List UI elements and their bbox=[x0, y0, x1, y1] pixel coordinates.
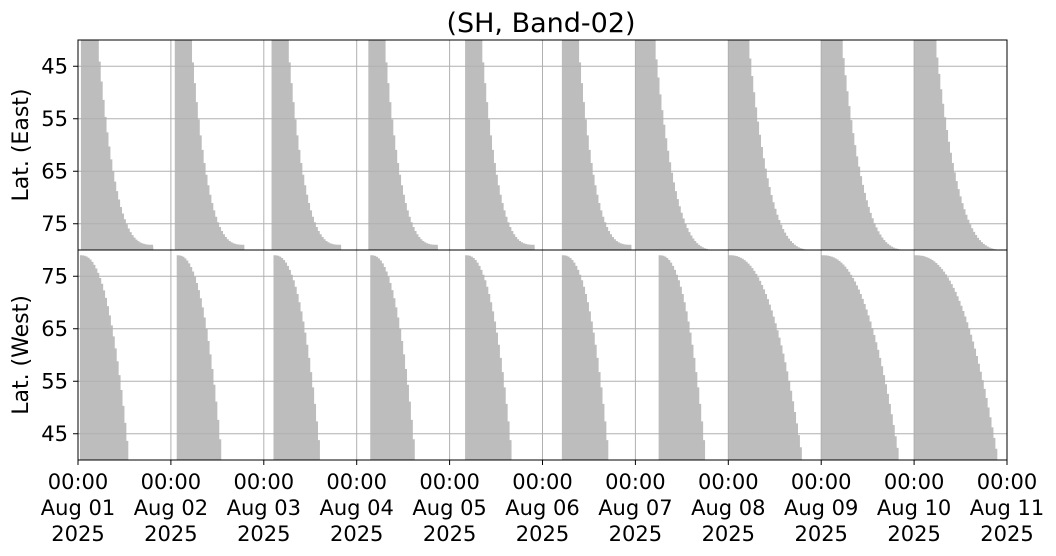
x-tick-label: 00:00 Aug 11 2025 bbox=[970, 470, 1044, 546]
x-tick-label-line: 2025 bbox=[237, 522, 290, 546]
x-tick-label: 00:00 Aug 01 2025 bbox=[41, 470, 115, 546]
x-tick-label-line: 00:00 bbox=[326, 470, 387, 494]
x-tick-label-line: 00:00 bbox=[884, 470, 945, 494]
x-tick-label-line: 2025 bbox=[144, 522, 197, 546]
east-fill-day-5 bbox=[465, 40, 535, 250]
x-tick-label: 00:00 Aug 10 2025 bbox=[877, 470, 951, 546]
x-tick-label: 00:00 Aug 03 2025 bbox=[227, 470, 301, 546]
x-tick-label-line: 00:00 bbox=[605, 470, 666, 494]
x-tick-label-line: Aug 02 bbox=[134, 496, 208, 520]
y-tick-label-east: 55 bbox=[41, 107, 68, 131]
east-fill-day-8 bbox=[728, 40, 816, 250]
x-tick-label-line: Aug 09 bbox=[784, 496, 858, 520]
x-tick-label-line: 2025 bbox=[609, 522, 662, 546]
west-fill-day-3 bbox=[273, 255, 371, 460]
east-fill-day-9 bbox=[821, 40, 911, 250]
y-tick-label-west: 45 bbox=[41, 422, 68, 446]
east-fill-day-7 bbox=[635, 40, 719, 250]
y-axis-label-east: Lat. (East) bbox=[9, 89, 34, 202]
x-tick-label-line: Aug 06 bbox=[505, 496, 579, 520]
x-tick-label-line: 2025 bbox=[330, 522, 383, 546]
x-tick-label: 00:00 Aug 02 2025 bbox=[134, 470, 208, 546]
x-tick-label-line: Aug 04 bbox=[319, 496, 393, 520]
x-tick-label-line: 2025 bbox=[887, 522, 940, 546]
x-tick-label-line: Aug 01 bbox=[41, 496, 115, 520]
west-fill-day-8 bbox=[728, 255, 822, 460]
x-tick-label: 00:00 Aug 04 2025 bbox=[319, 470, 393, 546]
y-tick-label-east: 45 bbox=[41, 54, 68, 78]
x-tick-label-line: 00:00 bbox=[512, 470, 573, 494]
x-tick-label-line: Aug 03 bbox=[227, 496, 301, 520]
east-fill-day-2 bbox=[174, 40, 245, 250]
west-fill-day-9 bbox=[821, 255, 915, 460]
east-fill-day-4 bbox=[368, 40, 438, 250]
x-tick-label-line: Aug 11 bbox=[970, 496, 1044, 520]
x-tick-label-line: 2025 bbox=[51, 522, 104, 546]
x-tick-label: 00:00 Aug 06 2025 bbox=[505, 470, 579, 546]
x-tick-label-line: 00:00 bbox=[791, 470, 852, 494]
y-tick-label-west: 55 bbox=[41, 369, 68, 393]
y-tick-label-west: 75 bbox=[41, 264, 68, 288]
x-tick-label-line: 00:00 bbox=[698, 470, 759, 494]
x-tick-label-line: 2025 bbox=[980, 522, 1033, 546]
x-tick-label-line: 2025 bbox=[794, 522, 847, 546]
x-tick-label-line: Aug 10 bbox=[877, 496, 951, 520]
east-fill-day-10 bbox=[914, 40, 1007, 250]
x-tick-label-line: 00:00 bbox=[419, 470, 480, 494]
west-fill-day-10 bbox=[914, 255, 1007, 460]
west-fill-day-2 bbox=[176, 255, 274, 460]
x-tick-label-line: 00:00 bbox=[977, 470, 1038, 494]
west-fill-day-4 bbox=[370, 255, 466, 460]
x-tick-label-line: 2025 bbox=[702, 522, 755, 546]
west-fill-day-6 bbox=[561, 255, 659, 460]
west-fill-day-1 bbox=[79, 255, 177, 460]
x-tick-label: 00:00 Aug 05 2025 bbox=[412, 470, 486, 546]
east-fill-day-1 bbox=[80, 40, 154, 250]
x-tick-label: 00:00 Aug 08 2025 bbox=[691, 470, 765, 546]
y-tick-label-west: 65 bbox=[41, 317, 68, 341]
y-tick-label-east: 75 bbox=[41, 212, 68, 236]
x-tick-label-line: 2025 bbox=[516, 522, 569, 546]
x-tick-label: 00:00 Aug 07 2025 bbox=[598, 470, 672, 546]
west-fill-day-7 bbox=[658, 255, 729, 460]
east-fill-day-6 bbox=[561, 40, 632, 250]
y-axis-label-west: Lat. (West) bbox=[9, 295, 34, 415]
x-tick-label-line: 00:00 bbox=[48, 470, 109, 494]
x-tick-label-line: Aug 07 bbox=[598, 496, 672, 520]
x-tick-label-line: 00:00 bbox=[234, 470, 295, 494]
x-tick-label-line: 2025 bbox=[423, 522, 476, 546]
x-tick-label-line: Aug 05 bbox=[412, 496, 486, 520]
east-fill-day-3 bbox=[271, 40, 342, 250]
west-fill-day-5 bbox=[465, 255, 562, 460]
chart-title: (SH, Band-02) bbox=[446, 8, 635, 39]
x-tick-label-line: 00:00 bbox=[141, 470, 202, 494]
x-tick-label: 00:00 Aug 09 2025 bbox=[784, 470, 858, 546]
y-tick-label-east: 65 bbox=[41, 159, 68, 183]
x-tick-label-line: Aug 08 bbox=[691, 496, 765, 520]
